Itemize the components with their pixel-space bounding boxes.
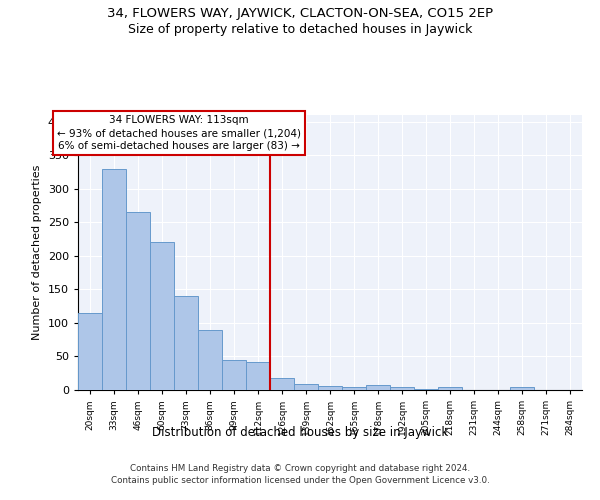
Bar [318, 386, 342, 390]
Bar [102, 168, 126, 390]
Bar [198, 330, 222, 390]
Bar [174, 296, 198, 390]
Bar [246, 362, 270, 390]
Text: 34, FLOWERS WAY, JAYWICK, CLACTON-ON-SEA, CO15 2EP: 34, FLOWERS WAY, JAYWICK, CLACTON-ON-SEA… [107, 8, 493, 20]
Text: Contains public sector information licensed under the Open Government Licence v3: Contains public sector information licen… [110, 476, 490, 485]
Bar [510, 388, 534, 390]
Y-axis label: Number of detached properties: Number of detached properties [32, 165, 42, 340]
Bar [222, 360, 246, 390]
Bar [414, 388, 438, 390]
Text: Contains HM Land Registry data © Crown copyright and database right 2024.: Contains HM Land Registry data © Crown c… [130, 464, 470, 473]
Bar [270, 378, 294, 390]
Bar [438, 388, 462, 390]
Bar [366, 384, 390, 390]
Bar [78, 313, 102, 390]
Text: 34 FLOWERS WAY: 113sqm
← 93% of detached houses are smaller (1,204)
6% of semi-d: 34 FLOWERS WAY: 113sqm ← 93% of detached… [57, 115, 301, 152]
Bar [342, 386, 366, 390]
Text: Size of property relative to detached houses in Jaywick: Size of property relative to detached ho… [128, 22, 472, 36]
Bar [390, 386, 414, 390]
Bar [150, 242, 174, 390]
Bar [126, 212, 150, 390]
Bar [294, 384, 318, 390]
Text: Distribution of detached houses by size in Jaywick: Distribution of detached houses by size … [152, 426, 448, 439]
